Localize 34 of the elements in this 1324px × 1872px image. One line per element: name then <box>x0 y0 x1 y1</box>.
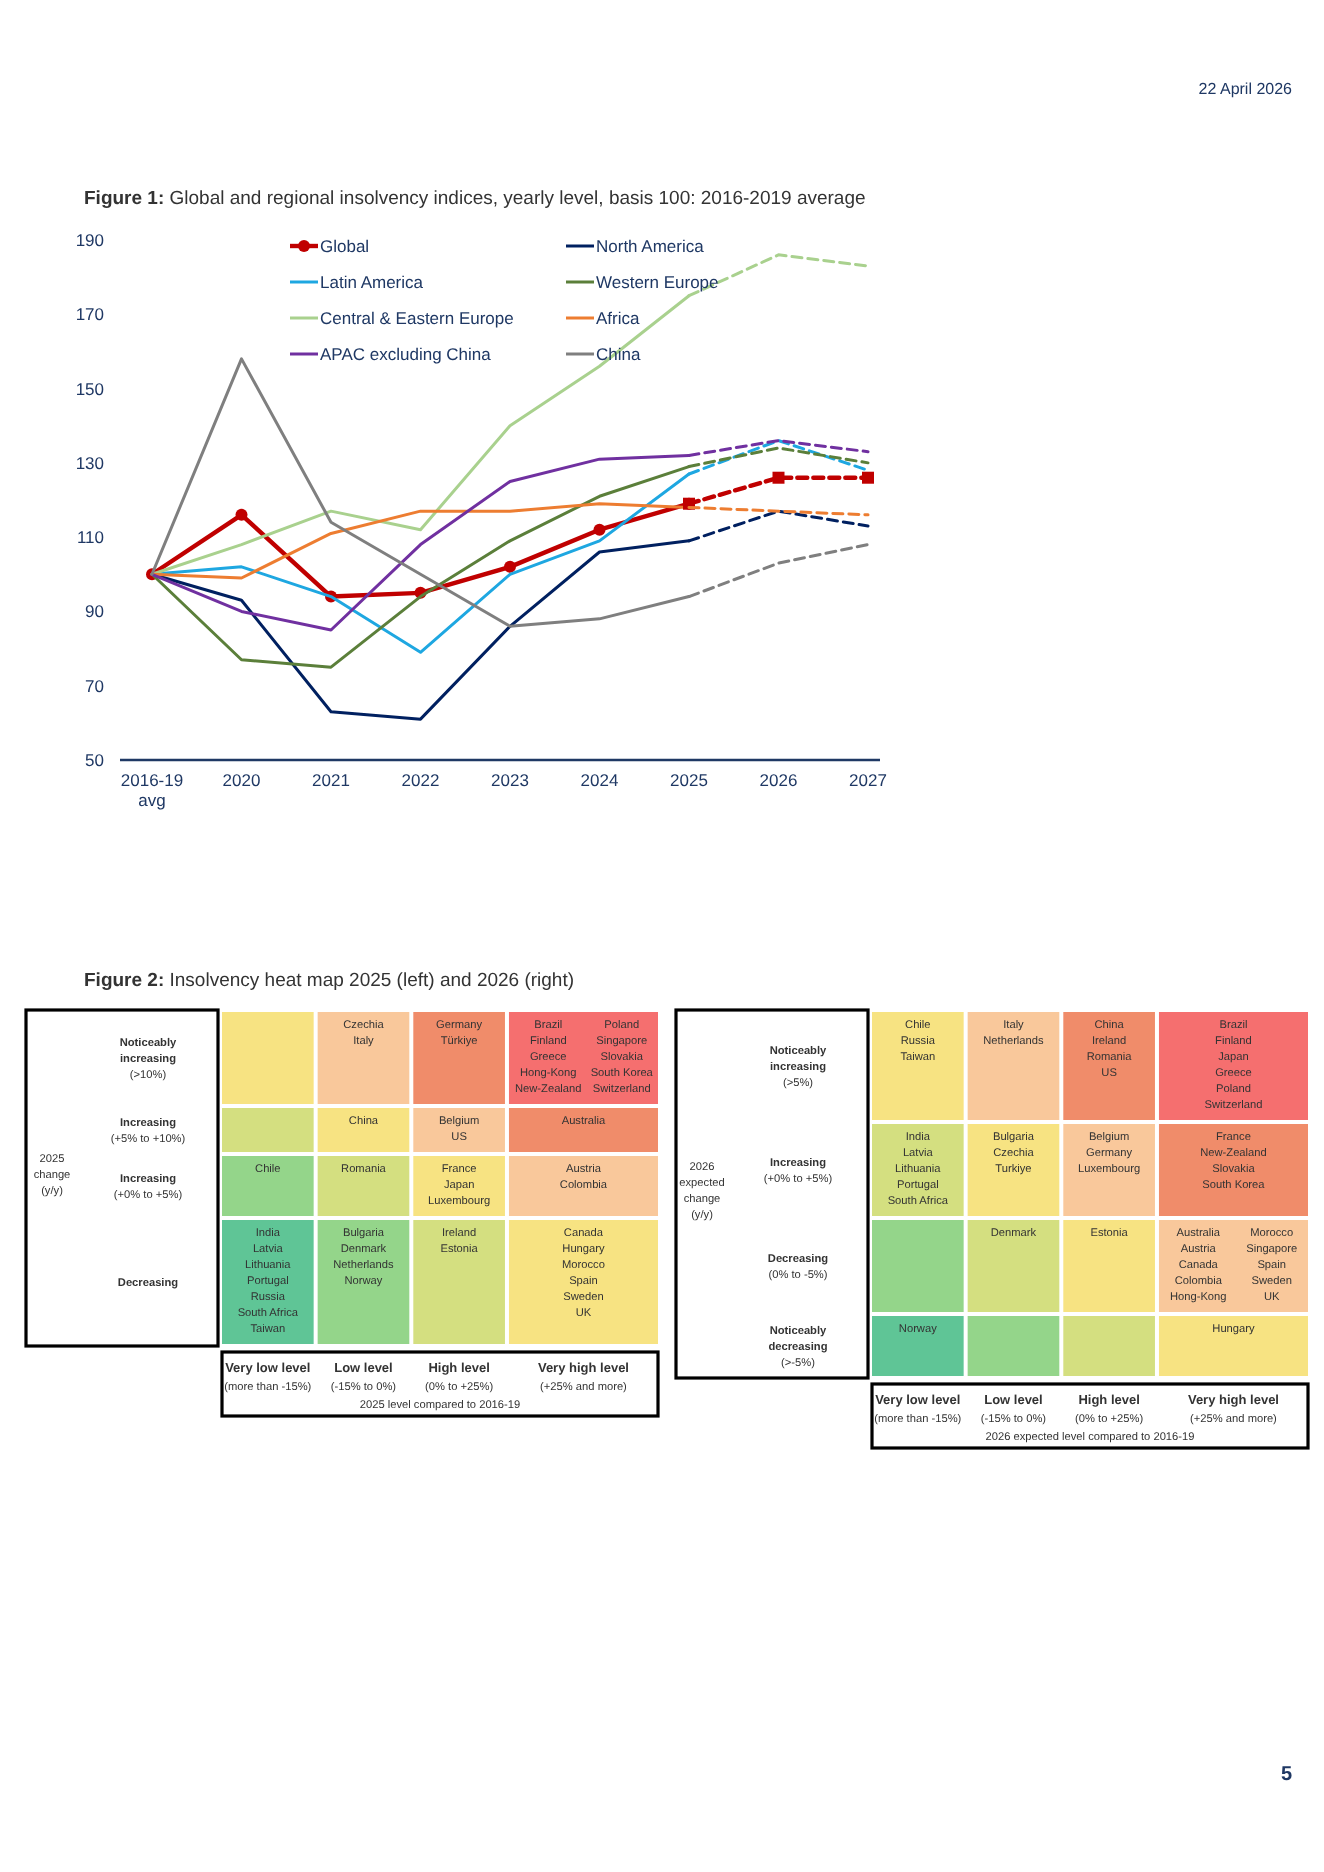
point <box>235 508 248 521</box>
legend-label: Central & Eastern Europe <box>320 307 515 328</box>
point <box>504 560 516 573</box>
legend-label: Global <box>320 235 370 256</box>
y-tick-label: 170 <box>75 304 105 325</box>
legend-label: APAC excluding China <box>320 343 492 364</box>
x-tick-label: 2025 <box>670 770 709 790</box>
legend-label: China <box>596 343 641 364</box>
text: 22 April 2026 <box>1198 80 1294 98</box>
y-tick-label: 150 <box>75 378 105 399</box>
y-tick-label: 110 <box>76 527 105 548</box>
x-tick-label: 2023 <box>491 770 530 790</box>
x-tick-label: 2026 <box>759 770 798 790</box>
x-tick-label: 2020 <box>222 770 261 790</box>
chart-title: Figure 1: Global and regional insolvency indices, yearly level, basis 100: 2016-2019 average <box>84 188 866 210</box>
legend-label: Latin America <box>320 271 424 292</box>
legend-label: Africa <box>596 307 640 328</box>
x-tick-label: 2021 <box>312 770 351 790</box>
text: Figure 2: Insolvency heat map 2025 (left) and 2026 (right) <box>84 970 575 992</box>
x-tick-label: 2016-19 avg <box>120 770 184 810</box>
y-tick-label: 190 <box>75 229 105 250</box>
y-tick-label: 130 <box>75 452 105 473</box>
y-tick-label: 90 <box>85 601 105 622</box>
y-tick-label: 70 <box>85 675 105 696</box>
y-tick-label: 50 <box>85 749 105 770</box>
x-tick-label: 2024 <box>580 770 619 790</box>
legend-label: Western Europe <box>596 271 720 292</box>
x-tick-label: 2022 <box>401 770 440 790</box>
legend-label: North America <box>596 235 705 256</box>
point <box>772 471 785 484</box>
point <box>593 523 606 536</box>
point <box>862 471 874 484</box>
text: 5 <box>1280 1764 1293 1786</box>
x-tick-label: 2027 <box>849 770 888 790</box>
